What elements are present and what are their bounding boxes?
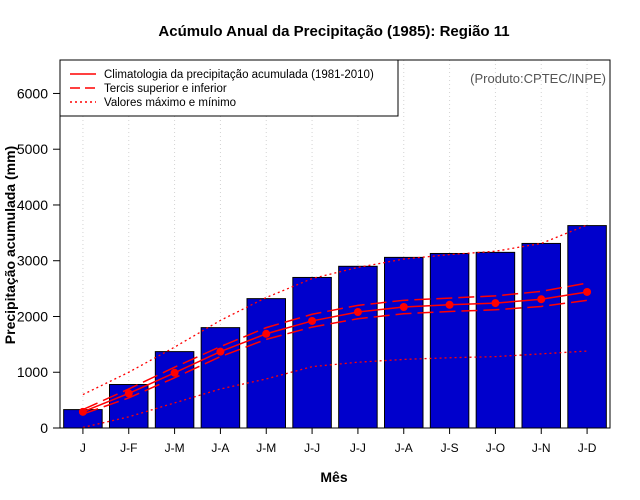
x-tick-label: J-F [120,441,137,455]
x-tick-label: J-M [256,441,276,455]
climatology-point [399,303,408,312]
x-tick-label: J-J [304,441,320,455]
y-tick-label: 0 [40,420,48,436]
credit-text: (Produto:CPTEC/INPE) [470,71,606,86]
chart-title: Acúmulo Anual da Precipitação (1985): Re… [158,23,509,40]
climatology-point [445,300,454,309]
x-axis: J J-F J-M J-A J-M J-J J-J J-A J-S J-O J-N J-D [80,428,597,455]
climatology-point [353,308,362,317]
y-tick-label: 5000 [17,141,48,157]
x-tick-label: J-A [211,441,229,455]
bar [292,276,332,429]
x-tick-label: J [80,441,86,455]
y-tick-label: 1000 [17,364,48,380]
x-tick-label: J-J [350,441,366,455]
bars-group [63,225,607,429]
bar [567,225,607,429]
climatology-point [170,368,179,377]
bar [246,298,286,429]
extreme-line [82,350,588,429]
extreme-line [82,224,588,396]
climatology-point [78,407,87,416]
climatology-point [216,347,225,356]
lines-group [78,224,592,429]
x-tick-label: J-D [578,441,597,455]
legend-label: Tercis superior e inferior [104,83,227,95]
bar [521,242,561,429]
climatology-line [82,291,588,413]
climatology-point [308,316,317,325]
legend-box [59,59,399,117]
y-axis-label: Precipitação acumulada (mm) [2,146,18,344]
x-tick-label: J-A [395,441,413,455]
bar [338,265,378,429]
climatology-point [537,295,546,304]
y-tick-label: 2000 [17,308,48,324]
bar [429,252,470,429]
y-tick-label: 6000 [17,85,48,101]
legend-label: Valores máximo e mínimo [104,97,236,109]
climatology-point [124,389,133,398]
bar [154,351,195,429]
x-axis-label: Mês [320,469,347,485]
bar [200,327,241,429]
bar [475,251,516,429]
x-tick-label: J-O [486,441,505,455]
tercile-line [82,299,588,415]
climatology-point [491,299,500,308]
tercile-line [82,282,588,411]
y-tick-label: 3000 [17,253,48,269]
y-axis: 0 1000 2000 3000 4000 5000 6000 [17,85,60,436]
legend-label: Climatologia da precipitação acumulada (… [104,69,374,81]
bar [384,256,424,429]
x-tick-label: J-M [165,441,185,455]
legend: Climatologia da precipitação acumulada (… [59,59,399,117]
x-tick-label: J-N [532,441,551,455]
climatology-point [262,329,271,338]
x-tick-label: J-S [441,441,459,455]
y-tick-label: 4000 [17,197,48,213]
climatology-point [583,287,592,296]
